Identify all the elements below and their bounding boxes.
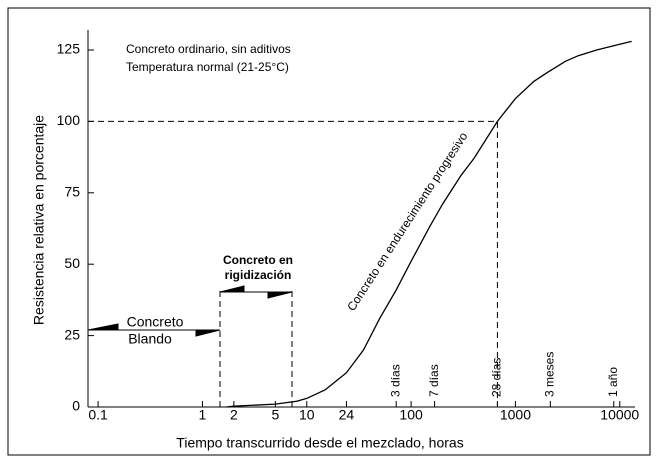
annotation: rigidización — [225, 268, 292, 282]
x-tick-label: 1000 — [500, 407, 531, 423]
annotation: Concreto — [127, 314, 184, 330]
note: Temperatura normal (21-25°C) — [126, 60, 289, 74]
x-tick-label: 24 — [339, 407, 355, 423]
annotation: Concreto en — [223, 253, 293, 267]
y-tick-label: 100 — [57, 112, 81, 128]
x-tick-label: 5 — [271, 407, 279, 423]
arrow-head — [219, 285, 245, 293]
x-tick-label: 100 — [399, 407, 423, 423]
x-axis-label: Tiempo transcurrido desde el mezclado, h… — [176, 435, 463, 451]
time-label: 3 días — [388, 364, 402, 397]
note: Concreto ordinario, sin aditivos — [126, 42, 291, 56]
stiffening-box — [219, 291, 293, 407]
x-tick-label: 10000 — [600, 407, 639, 423]
time-label: 1 año — [606, 367, 620, 397]
frame — [7, 7, 651, 456]
time-label: 28 días — [490, 358, 504, 397]
x-tick-label: 0.1 — [88, 407, 108, 423]
annotation: Blando — [128, 331, 172, 347]
arrow-head — [267, 291, 293, 299]
y-axis-label: Resistencia relativa en porcentaje — [31, 115, 47, 325]
y-tick-label: 75 — [64, 183, 80, 199]
y-tick-label: 0 — [72, 398, 80, 414]
line — [226, 40, 632, 408]
arrow-head — [87, 323, 119, 331]
arrows — [87, 285, 293, 337]
time-label: 7 días — [427, 364, 441, 397]
x-tick-label: 1 — [199, 407, 207, 423]
time-label: 3 meses — [542, 352, 556, 397]
y-tick-label: 125 — [57, 41, 81, 57]
y-tick-label: 50 — [64, 255, 80, 271]
curve-label: Concreto en endurecimiento progresivo — [344, 129, 470, 313]
x-tick-label: 2 — [230, 407, 238, 423]
x-tick-label: 10 — [299, 407, 315, 423]
arrow-head — [195, 329, 221, 337]
y-tick-label: 25 — [64, 326, 80, 342]
